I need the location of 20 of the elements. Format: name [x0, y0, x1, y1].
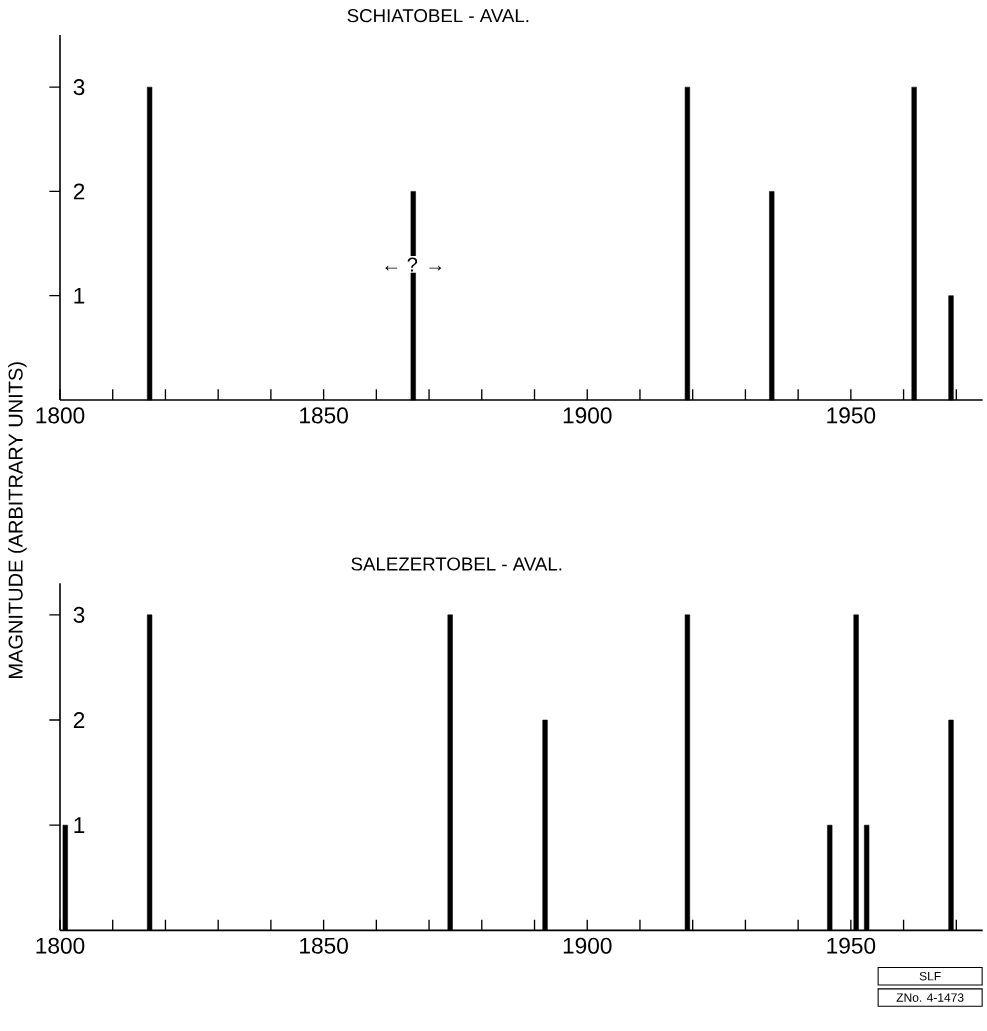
y-tick-label: 1: [74, 817, 85, 833]
x-tick-label: 1800: [36, 937, 85, 954]
chart-title: SALEZERTOBEL - AVAL.: [351, 557, 562, 571]
x-tick-label: 1900: [563, 937, 612, 954]
x-tick-label: 1950: [827, 407, 876, 424]
y-tick-label: 3: [73, 606, 85, 623]
y-tick-label: 2: [73, 712, 85, 728]
text: SLF: [919, 971, 941, 981]
x-tick-label: 1800: [36, 407, 85, 424]
x-tick-label: 1900: [563, 407, 612, 424]
y-tick-label: 3: [73, 79, 85, 96]
y-tick-label: 1: [74, 287, 85, 304]
text: ZNo. 4-1473: [896, 993, 964, 1002]
x-tick-label: 1950: [827, 937, 876, 954]
annotation: ← ? →: [385, 257, 442, 272]
x-tick-label: 1850: [300, 407, 348, 424]
y-axis-title: MAGNITUDE (ARBITRARY UNITS): [8, 362, 27, 678]
y-tick-label: 2: [73, 183, 85, 200]
chart-title: SCHIATOBEL - AVAL.: [347, 9, 529, 23]
x-tick-label: 1850: [300, 937, 348, 954]
